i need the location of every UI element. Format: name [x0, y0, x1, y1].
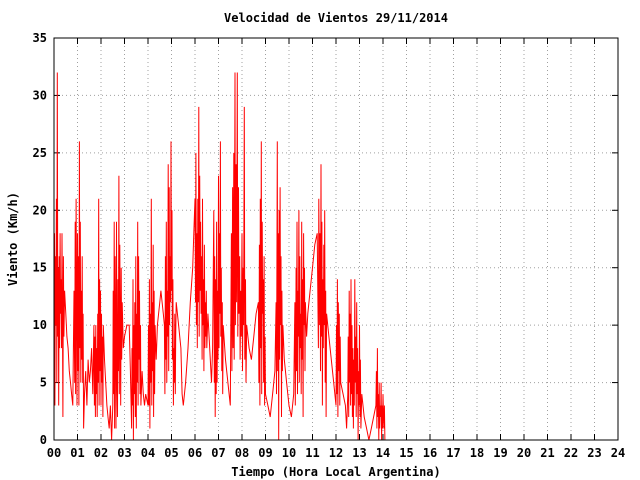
- wind-speed-series-line: [53, 72, 386, 441]
- x-tick-label: 22: [564, 446, 578, 460]
- y-tick-label: 25: [33, 146, 47, 160]
- y-tick-label: 5: [40, 376, 47, 390]
- x-tick-label: 23: [587, 446, 601, 460]
- y-tick-label: 0: [40, 433, 47, 447]
- x-tick-label: 18: [470, 446, 484, 460]
- x-tick-label: 03: [117, 446, 131, 460]
- x-tick-label: 14: [376, 446, 390, 460]
- x-tick-label: 12: [329, 446, 343, 460]
- x-axis-label: Tiempo (Hora Local Argentina): [231, 465, 441, 479]
- y-tick-label: 10: [33, 318, 47, 332]
- x-tick-label: 04: [141, 446, 155, 460]
- y-tick-label: 15: [33, 261, 47, 275]
- x-tick-label: 13: [352, 446, 366, 460]
- y-axis-label: Viento (Km/h): [6, 192, 20, 286]
- x-tick-label: 20: [517, 446, 531, 460]
- x-tick-label: 01: [70, 446, 84, 460]
- x-tick-label: 10: [282, 446, 296, 460]
- x-tick-label: 05: [164, 446, 178, 460]
- x-tick-label: 07: [211, 446, 225, 460]
- x-tick-label: 24: [611, 446, 625, 460]
- x-tick-label: 11: [305, 446, 319, 460]
- y-tick-label: 20: [33, 203, 47, 217]
- y-tick-label: 30: [33, 88, 47, 102]
- x-tick-label: 09: [258, 446, 272, 460]
- x-tick-label: 19: [493, 446, 507, 460]
- x-tick-label: 21: [540, 446, 554, 460]
- x-tick-label: 16: [423, 446, 437, 460]
- x-tick-label: 15: [399, 446, 413, 460]
- y-tick-label: 35: [33, 31, 47, 45]
- x-tick-label: 00: [47, 446, 61, 460]
- x-tick-label: 08: [235, 446, 249, 460]
- x-tick-label: 17: [446, 446, 460, 460]
- chart-title: Velocidad de Vientos 29/11/2014: [224, 11, 448, 25]
- x-tick-label: 02: [94, 446, 108, 460]
- series-layer: [53, 72, 386, 441]
- x-tick-label: 06: [188, 446, 202, 460]
- plot-frame: [53, 37, 619, 441]
